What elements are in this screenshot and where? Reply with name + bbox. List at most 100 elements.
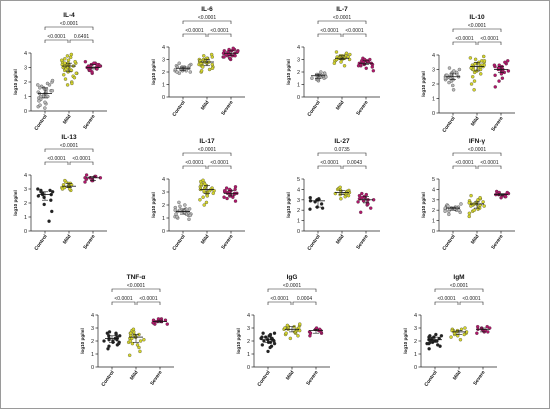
data-point (269, 344, 274, 348)
data-point (427, 347, 431, 351)
data-point (360, 196, 364, 200)
data-point (49, 198, 53, 202)
y-tick-label: 4 (432, 53, 435, 59)
significance-bracket (477, 41, 502, 45)
data-point (486, 330, 490, 334)
data-point (452, 69, 456, 73)
significance-bracket (434, 288, 484, 292)
y-tick-label: 2 (297, 208, 300, 214)
data-point (128, 331, 133, 335)
data-point (472, 208, 476, 212)
significance-bracket (182, 20, 232, 24)
data-point (183, 203, 187, 207)
data-point (482, 59, 487, 63)
y-tick-label: 2 (414, 339, 417, 345)
data-point (165, 322, 169, 326)
data-point (356, 200, 360, 204)
y-tick-label: 0 (91, 365, 94, 371)
data-point (63, 178, 67, 183)
significance-bracket (434, 301, 459, 305)
p-value-label: <0.0001 (127, 283, 145, 289)
p-value-label: 0.0735 (334, 147, 350, 153)
data-point (471, 75, 475, 79)
p-value-label: <0.0001 (480, 36, 498, 42)
data-point (505, 190, 509, 195)
x-tick-label: Control (307, 233, 322, 252)
significance-bracket (44, 39, 69, 43)
significance-bracket (44, 26, 94, 30)
significance-bracket (342, 33, 367, 37)
chart-title: IL-27 (334, 138, 350, 145)
data-point (210, 66, 215, 70)
data-point (492, 63, 497, 67)
x-tick-label: Severe (220, 100, 234, 117)
x-tick-label: Mild (452, 370, 463, 382)
significance-bracket (44, 148, 94, 152)
data-point (348, 52, 352, 57)
data-point (320, 206, 325, 210)
data-point (364, 192, 369, 197)
x-tick-label: Severe (490, 116, 504, 133)
data-point (447, 66, 452, 70)
y-tick-label: 0 (162, 229, 165, 235)
data-point (346, 193, 351, 198)
significance-bracket (207, 33, 232, 37)
y-tick-label: 0 (24, 109, 27, 115)
y-tick-label: 4 (91, 313, 94, 319)
chart-title: IL-6 (201, 6, 213, 13)
x-tick-label: Severe (82, 234, 96, 251)
data-point (42, 202, 46, 207)
data-point (338, 185, 342, 190)
y-axis-label: log10 pg/ml (286, 192, 291, 218)
y-axis-label: log10 pg/ml (151, 192, 156, 218)
data-point (472, 79, 477, 83)
panel-7: IL-27 0 1 2 3 4 5 log10 pg/ml Control Mild Severe 0… (286, 138, 380, 252)
y-tick-label: 5 (297, 177, 300, 183)
data-point (177, 61, 181, 65)
data-point (204, 200, 209, 205)
data-point (471, 67, 476, 72)
data-point (342, 64, 347, 68)
data-point (178, 204, 182, 208)
significance-bracket (452, 152, 502, 156)
data-point (468, 56, 473, 60)
y-tick-label: 0 (414, 365, 417, 371)
y-tick-label: 1 (432, 97, 435, 103)
p-value-label: <0.0001 (198, 147, 216, 153)
y-tick-label: 2 (432, 208, 435, 214)
y-tick-label: 0 (432, 111, 435, 117)
data-point (128, 339, 133, 343)
y-tick-label: 2 (247, 339, 250, 345)
data-point (68, 55, 73, 60)
data-point (222, 55, 226, 59)
y-tick-label: 3 (297, 198, 300, 204)
data-point (439, 334, 444, 338)
x-tick-label: Control (101, 369, 116, 388)
data-point (38, 86, 42, 90)
data-point (493, 73, 497, 77)
p-value-label: <0.0001 (333, 15, 351, 21)
chart-title: TNF-α (127, 274, 146, 281)
data-point (70, 81, 74, 86)
data-point (107, 330, 112, 334)
data-point (65, 54, 70, 58)
panel-5: IL-13 0 1 2 3 4 log10 pg/ml Control Mild Severe <0… (13, 134, 107, 252)
panel-6: IL-17 0 1 2 3 4 log10 pg/ml Control Mild Severe <0… (151, 138, 245, 252)
panel-8: IFN-γ 0 1 2 3 4 5 log10 pg/ml Control Mild Severe <… (421, 138, 515, 252)
significance-bracket (452, 165, 477, 169)
p-value-label: <0.0001 (320, 160, 338, 166)
y-tick-label: 0 (297, 95, 300, 101)
significance-bracket (477, 165, 502, 169)
data-point (135, 343, 140, 347)
significance-bracket (317, 33, 342, 37)
data-point (296, 334, 300, 338)
y-tick-label: 3 (414, 326, 417, 332)
y-tick-label: 3 (297, 58, 300, 64)
y-tick-label: 1 (162, 216, 165, 222)
data-point (506, 69, 511, 73)
significance-bracket (317, 165, 342, 169)
data-point (138, 339, 143, 343)
x-tick-label: Control (172, 99, 187, 118)
y-tick-label: 3 (247, 326, 250, 332)
